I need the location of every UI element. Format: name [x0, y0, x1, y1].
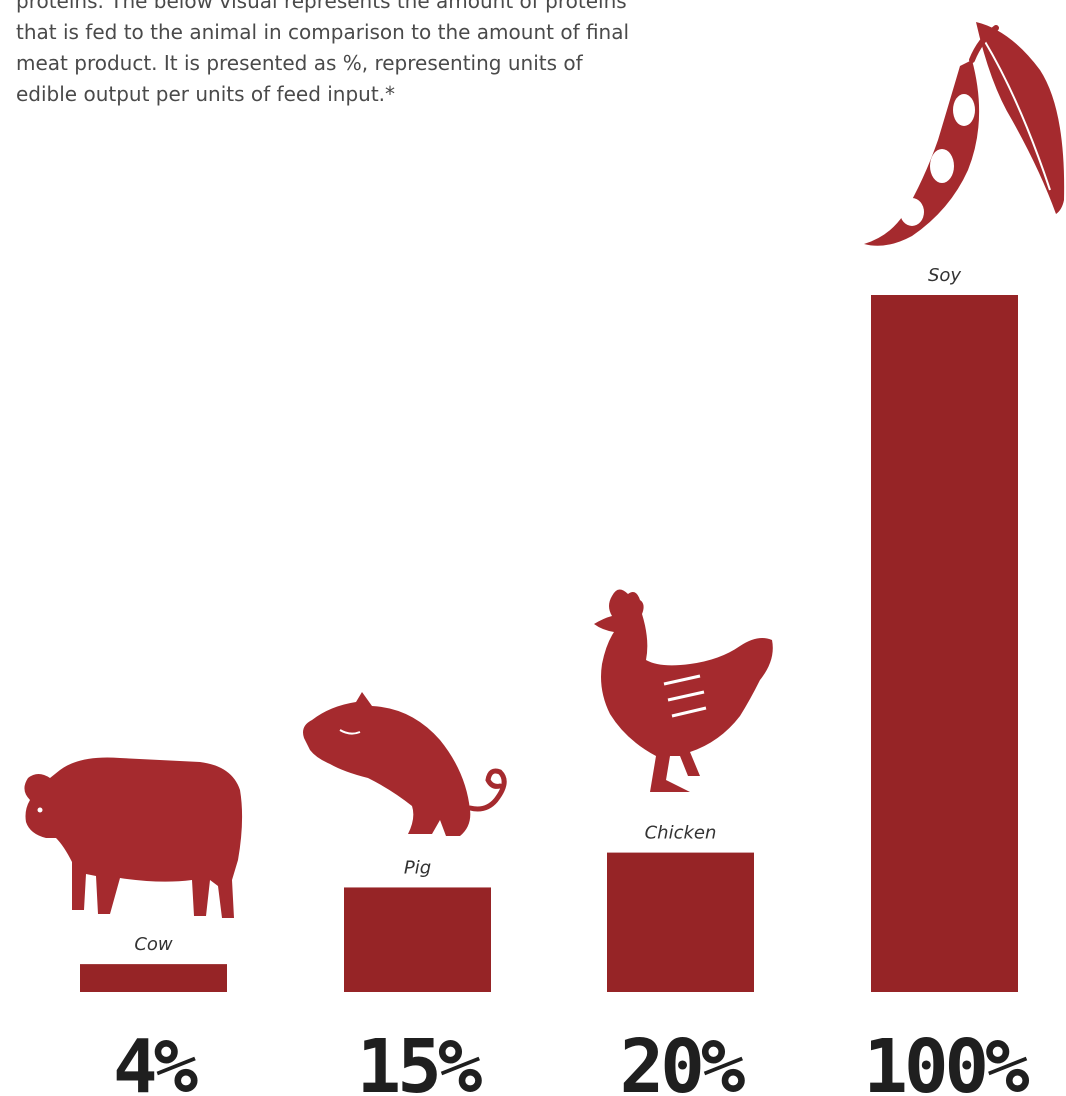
intro-line: proteins. The below visual represents th… [16, 0, 627, 13]
bar-soy [871, 295, 1018, 992]
bar-cow [80, 964, 227, 992]
intro-line: edible output per units of feed input.* [16, 82, 396, 106]
category-label: Chicken [645, 823, 717, 844]
intro-line: that is fed to the animal in comparison … [16, 20, 630, 44]
bar-pig [344, 887, 491, 992]
soy-icon [864, 22, 1065, 246]
category-label: Cow [134, 934, 173, 955]
value-label: 100% [863, 1024, 1030, 1096]
value-label: 15% [357, 1024, 483, 1096]
intro-line: meat product. It is presented as %, repr… [16, 51, 583, 75]
category-label: Pig [404, 857, 431, 878]
cow-icon [24, 757, 243, 918]
pig-icon [303, 692, 507, 836]
value-label: 20% [620, 1024, 746, 1096]
chicken-icon [594, 589, 773, 792]
category-label: Soy [928, 265, 961, 286]
bar-chicken [607, 852, 754, 992]
intro-text: proteins. The below visual represents th… [16, 0, 676, 110]
value-label: 4% [113, 1024, 199, 1096]
